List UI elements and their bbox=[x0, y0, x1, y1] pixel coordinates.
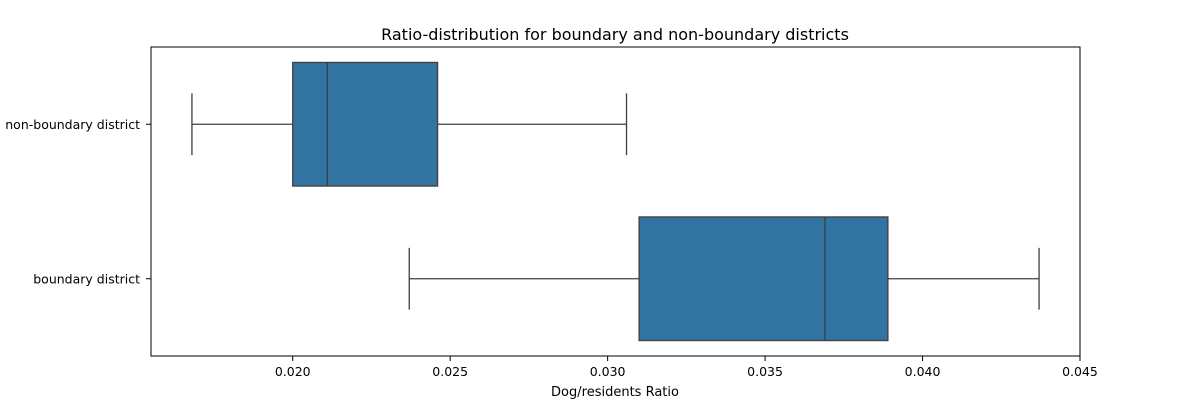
x-tick-label: 0.030 bbox=[590, 364, 626, 379]
chart-title: Ratio-distribution for boundary and non-… bbox=[381, 25, 849, 44]
x-tick-label: 0.020 bbox=[275, 364, 311, 379]
y-tick-label: boundary district bbox=[33, 271, 140, 286]
box-iqr bbox=[292, 61, 439, 187]
plot-frame bbox=[150, 46, 1081, 357]
plot-area: non-boundary district boundary district 0.… bbox=[5, 46, 1098, 379]
x-tick-label: 0.040 bbox=[905, 364, 941, 379]
x-tick-label: 0.045 bbox=[1062, 364, 1098, 379]
box-group: boundary district bbox=[33, 216, 1040, 342]
box-iqr bbox=[638, 216, 889, 342]
box-group: non-boundary district bbox=[5, 61, 628, 187]
y-tick-label: non-boundary district bbox=[5, 117, 140, 132]
x-tick-label: 0.025 bbox=[432, 364, 468, 379]
x-tick-label: 0.035 bbox=[747, 364, 783, 379]
x-axis-label: Dog/residents Ratio bbox=[551, 385, 679, 400]
